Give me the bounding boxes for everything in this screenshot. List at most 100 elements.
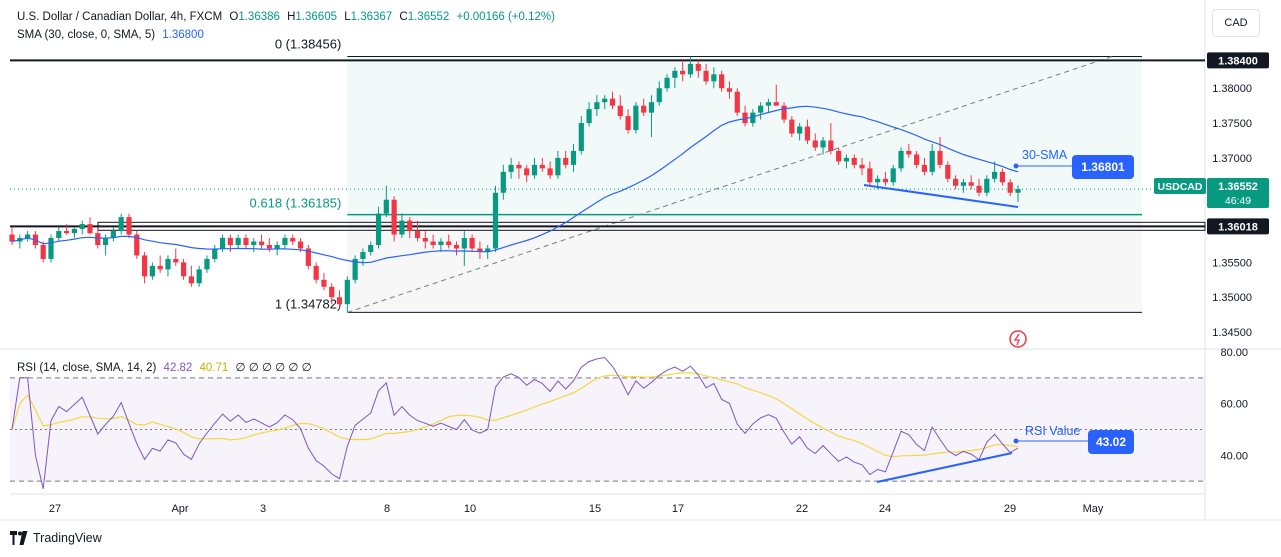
sma-value: 1.36800: [162, 29, 204, 41]
rsi-line: [11, 356, 1019, 489]
rsi-title: RSI (14, close, SMA, 14, 2): [17, 362, 157, 374]
candle-body: [563, 157, 569, 165]
candle-body: [469, 238, 475, 249]
candle-body: [960, 182, 967, 186]
candle-body: [773, 102, 779, 106]
candle-88: [695, 60, 701, 78]
candle-body: [141, 255, 148, 277]
candle-103: [812, 133, 818, 151]
candle-body: [461, 238, 467, 249]
ohlc-open: O1.36386: [229, 11, 280, 23]
fib-zone-upper: [347, 56, 1142, 215]
time-label-9: 29: [1004, 503, 1016, 515]
candle-body: [781, 105, 787, 120]
candle-46: [368, 241, 374, 256]
symbol-title[interactable]: U.S. Dollar / Canadian Dollar, 4h, FXCM: [17, 11, 223, 23]
candle-body: [789, 119, 795, 134]
candle-body: [812, 140, 818, 148]
candle-129: [1015, 185, 1021, 203]
candle-body: [1007, 182, 1013, 193]
candle-body: [914, 154, 920, 165]
candle-body: [524, 168, 530, 176]
candle-71: [563, 150, 569, 169]
time-label-4: 10: [464, 503, 476, 515]
candle-body: [945, 164, 951, 179]
candle-5: [48, 234, 54, 263]
candle-108: [851, 154, 857, 169]
rsi-callout-label: RSI Value: [1025, 424, 1080, 438]
candle-body: [578, 123, 584, 151]
rsi-tick-0: 80.00: [1220, 347, 1248, 359]
candle-body: [633, 105, 639, 131]
candle-body: [672, 70, 678, 78]
time-label-3: 8: [384, 503, 390, 515]
candle-2: [24, 231, 31, 242]
candle-87: [687, 56, 694, 78]
candle-body: [282, 238, 288, 245]
candle-106: [836, 147, 842, 165]
currency-button[interactable]: CAD: [1212, 9, 1260, 37]
candle-body: [648, 102, 655, 113]
candle-body: [360, 251, 366, 259]
candle-body: [570, 150, 577, 165]
sma-callout-dot: [1013, 163, 1019, 169]
candle-9: [79, 220, 85, 235]
candle-52: [414, 220, 421, 242]
candle-32: [258, 234, 265, 249]
candle-10: [87, 217, 93, 235]
candle-75: [594, 95, 600, 117]
fib-label-1: 1 (1.34782): [275, 296, 342, 311]
candle-74: [586, 102, 592, 127]
candle-body: [851, 157, 857, 165]
candle-64: [508, 157, 514, 179]
candle-99: [781, 102, 787, 124]
candle-63: [500, 164, 506, 200]
sma-callout-badge: [1072, 155, 1134, 179]
candle-body: [976, 185, 982, 193]
candle-53: [422, 231, 428, 249]
candle-13: [110, 227, 116, 242]
time-label-5: 15: [589, 503, 601, 515]
rsi-tick-2: 40.00: [1220, 450, 1248, 462]
candle-body: [726, 88, 733, 92]
candle-16: [134, 231, 140, 259]
candle-body: [742, 112, 748, 124]
candle-15: [126, 213, 132, 239]
candle-body: [118, 217, 124, 232]
rsi-header[interactable]: RSI (14, close, SMA, 14, 2) 42.82 40.71 …: [17, 360, 316, 374]
candle-116: [914, 150, 920, 169]
candle-body: [586, 109, 592, 124]
candle-body: [984, 178, 990, 193]
candle-73: [578, 116, 584, 155]
candle-117: [921, 157, 928, 176]
candle-110: [867, 161, 873, 186]
event-icon: [1009, 330, 1027, 348]
sma-header[interactable]: SMA (30, close, 0, SMA, 5) 1.36800: [17, 29, 208, 41]
time-label-6: 17: [672, 503, 684, 515]
candle-126: [992, 161, 998, 183]
candle-83: [656, 81, 662, 106]
candle-body: [188, 276, 194, 284]
time-label-2: 3: [260, 503, 266, 515]
candle-24: [196, 265, 202, 287]
candle-body: [711, 74, 717, 82]
candle-body: [734, 91, 740, 113]
r2-badge-text: 1.36018: [1218, 221, 1258, 233]
candle-body: [375, 213, 382, 245]
candle-49: [391, 196, 397, 242]
candle-body: [204, 258, 210, 270]
candle-54: [430, 234, 436, 249]
candle-43: [344, 276, 350, 313]
candle-95: [750, 109, 756, 127]
candle-body: [9, 234, 15, 242]
candle-body: [1015, 189, 1021, 193]
candle-body: [929, 150, 935, 172]
rsi-callout-dot: [1013, 438, 1019, 444]
candle-body: [500, 171, 506, 193]
candle-86: [680, 60, 686, 82]
price-tick-1: 1.37500: [1212, 118, 1252, 130]
candle-62: [492, 185, 499, 252]
ohlc-high: H1.36605: [287, 11, 337, 23]
candle-89: [703, 63, 709, 85]
footer-brand[interactable]: TradingView: [10, 531, 102, 545]
